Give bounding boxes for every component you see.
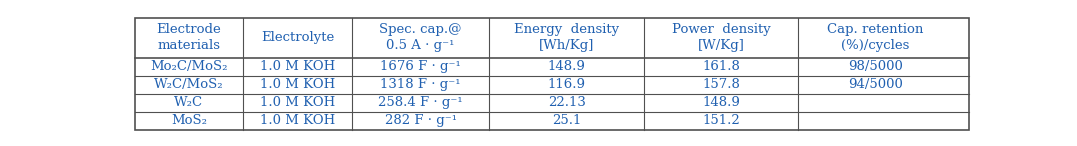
Text: Electrode
materials: Electrode materials — [156, 23, 221, 52]
Text: 1.0 M KOH: 1.0 M KOH — [260, 114, 335, 127]
Text: 282 F · g⁻¹: 282 F · g⁻¹ — [384, 114, 457, 127]
Text: 1.0 M KOH: 1.0 M KOH — [260, 78, 335, 91]
Text: 1.0 M KOH: 1.0 M KOH — [260, 60, 335, 73]
Text: Energy  density
[Wh/Kg]: Energy density [Wh/Kg] — [514, 23, 619, 52]
Text: 258.4 F · g⁻¹: 258.4 F · g⁻¹ — [378, 96, 463, 109]
Text: MoS₂: MoS₂ — [171, 114, 207, 127]
Text: W₂C/MoS₂: W₂C/MoS₂ — [154, 78, 224, 91]
Text: 161.8: 161.8 — [702, 60, 740, 73]
Text: 116.9: 116.9 — [547, 78, 586, 91]
Text: 148.9: 148.9 — [547, 60, 586, 73]
Text: Cap. retention
(%)/cycles: Cap. retention (%)/cycles — [827, 23, 924, 52]
Text: 1.0 M KOH: 1.0 M KOH — [260, 96, 335, 109]
Text: 148.9: 148.9 — [702, 96, 740, 109]
Text: 157.8: 157.8 — [702, 78, 740, 91]
Text: Spec. cap.@
0.5 A · g⁻¹: Spec. cap.@ 0.5 A · g⁻¹ — [379, 23, 462, 52]
Text: 98/5000: 98/5000 — [848, 60, 903, 73]
Text: 22.13: 22.13 — [547, 96, 586, 109]
Text: 94/5000: 94/5000 — [848, 78, 903, 91]
Text: Electrolyte: Electrolyte — [261, 31, 334, 44]
Text: W₂C: W₂C — [174, 96, 204, 109]
Text: 25.1: 25.1 — [551, 114, 582, 127]
Text: 1318 F · g⁻¹: 1318 F · g⁻¹ — [380, 78, 461, 91]
Text: 151.2: 151.2 — [702, 114, 740, 127]
Text: 1676 F · g⁻¹: 1676 F · g⁻¹ — [380, 60, 461, 73]
Text: Mo₂C/MoS₂: Mo₂C/MoS₂ — [150, 60, 227, 73]
Text: Power  density
[W/Kg]: Power density [W/Kg] — [672, 23, 770, 52]
